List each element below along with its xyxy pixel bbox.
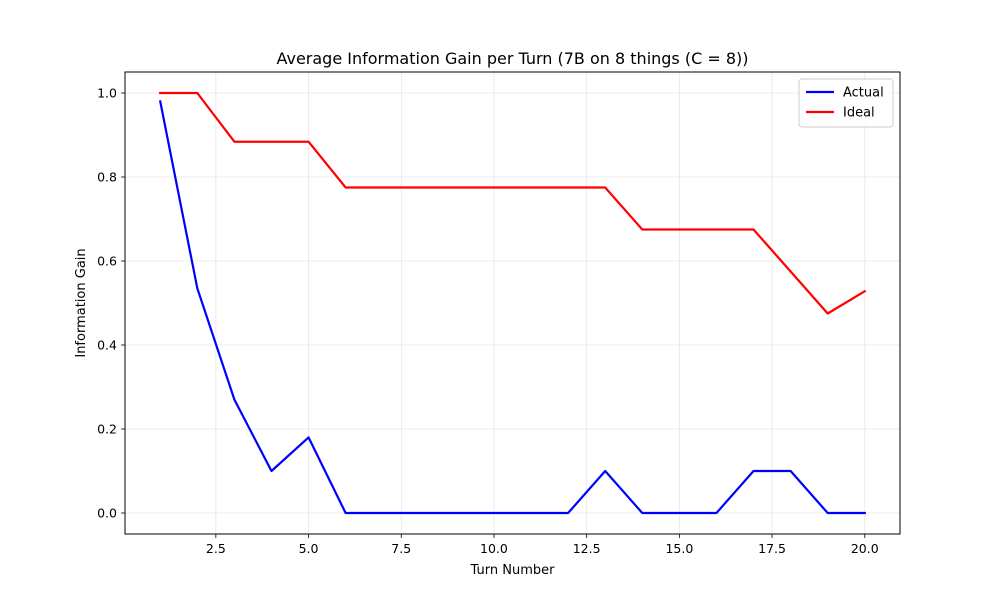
- legend-label-ideal: Ideal: [843, 106, 875, 121]
- x-axis-title: Turn Number: [470, 563, 556, 578]
- y-tick-label: 0.8: [97, 170, 117, 185]
- y-axis-title: Information Gain: [74, 248, 89, 357]
- x-axis-ticks: 2.5 5.0 7.5 10.0 12.5 15.0 17.5 20.0: [206, 534, 879, 556]
- chart-title: Average Information Gain per Turn (7B on…: [276, 49, 748, 68]
- x-tick-label: 5.0: [299, 541, 319, 556]
- y-tick-label: 0.6: [97, 254, 117, 269]
- series-lines: [158, 91, 867, 515]
- x-tick-label: 7.5: [391, 541, 411, 556]
- y-tick-label: 0.0: [97, 506, 117, 521]
- y-tick-label: 0.2: [97, 422, 117, 437]
- x-tick-label: 2.5: [206, 541, 226, 556]
- legend-items: Actual Ideal: [806, 86, 884, 121]
- grid: [125, 72, 900, 534]
- series-line-ideal: [159, 91, 867, 315]
- legend: Actual Ideal: [798, 78, 894, 128]
- x-tick-label: 15.0: [665, 541, 693, 556]
- x-tick-label: 20.0: [851, 541, 879, 556]
- legend-label-actual: Actual: [843, 86, 884, 101]
- x-tick-label: 12.5: [573, 541, 601, 556]
- x-tick-label: 17.5: [758, 541, 786, 556]
- x-tick-label: 10.0: [480, 541, 508, 556]
- series-line-actual: [158, 100, 866, 515]
- plot-frame: [124, 71, 901, 535]
- y-tick-label: 1.0: [97, 86, 117, 101]
- y-tick-label: 0.4: [97, 338, 117, 353]
- y-axis-ticks: 0.0 0.2 0.4 0.6 0.8 1.0: [97, 86, 125, 521]
